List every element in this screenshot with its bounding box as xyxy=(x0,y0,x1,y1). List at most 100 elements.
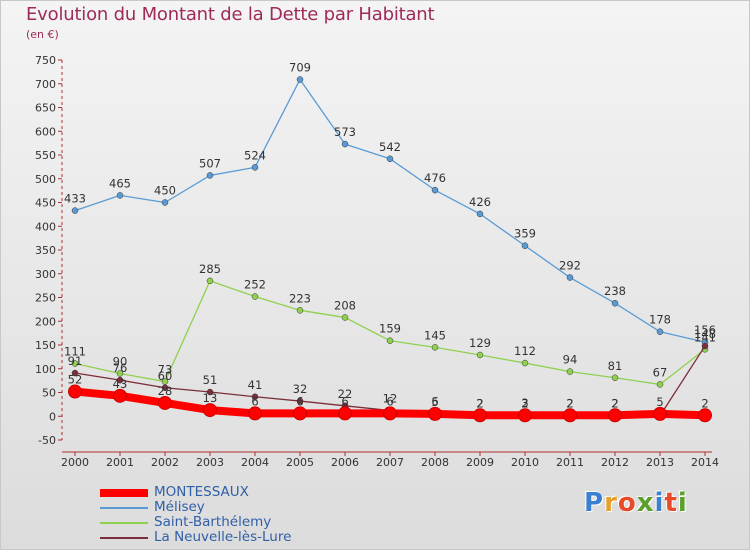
y-tick-label: 550 xyxy=(35,149,56,162)
data-label: 709 xyxy=(289,60,311,74)
series-point xyxy=(71,207,79,214)
y-tick-label: 650 xyxy=(35,102,56,115)
legend-swatch xyxy=(100,536,148,539)
data-label: 524 xyxy=(244,148,266,162)
data-label: 2 xyxy=(566,396,573,410)
x-tick-label: 2011 xyxy=(556,456,584,469)
y-tick-label: 200 xyxy=(35,315,56,328)
series-point xyxy=(611,299,619,307)
x-tick-label: 2014 xyxy=(691,456,719,469)
data-label: 94 xyxy=(563,353,578,367)
data-label: 111 xyxy=(64,345,86,359)
data-label: 145 xyxy=(424,328,446,342)
series-point xyxy=(341,314,349,321)
series-point xyxy=(338,406,352,421)
series-point xyxy=(116,370,124,377)
series-point xyxy=(71,369,79,377)
y-tick-label: 700 xyxy=(35,78,56,91)
x-tick-label: 2007 xyxy=(376,456,404,469)
series-point xyxy=(428,406,442,421)
data-label: 2 xyxy=(476,396,483,410)
data-label: 67 xyxy=(653,365,668,379)
data-label: 81 xyxy=(608,359,623,373)
x-tick-label: 2000 xyxy=(61,456,89,469)
data-label: 2 xyxy=(476,396,483,410)
data-label: 285 xyxy=(199,262,221,276)
series-point xyxy=(296,76,304,83)
series-point xyxy=(701,342,709,350)
data-label: 450 xyxy=(154,184,176,198)
data-label: 112 xyxy=(514,344,536,358)
chart-title: Evolution du Montant de la Dette par Hab… xyxy=(26,4,435,25)
series-point xyxy=(431,186,439,194)
series-point xyxy=(71,360,79,367)
series-point xyxy=(206,172,214,179)
series-point xyxy=(656,381,664,388)
data-label: 238 xyxy=(604,284,626,298)
logo-letter: o xyxy=(617,488,637,518)
legend-label: MONTESSAUX xyxy=(154,484,249,500)
legend-label: Mélisey xyxy=(154,499,205,515)
legend-swatch xyxy=(100,521,148,524)
legend-item: Saint-Barthélemy xyxy=(100,515,291,530)
data-label: 5 xyxy=(431,395,438,409)
series-point xyxy=(161,384,169,391)
logo-letter: P xyxy=(584,488,605,518)
proxiti-logo: Proxiti xyxy=(584,488,688,518)
data-label: 91 xyxy=(68,354,83,368)
series-point xyxy=(68,384,82,399)
logo-letter: x xyxy=(636,488,655,518)
logo-letter: i xyxy=(677,488,688,518)
data-label: 6 xyxy=(341,394,348,408)
series-point xyxy=(296,397,304,405)
logo-letter: t xyxy=(664,488,678,518)
series-point xyxy=(386,337,394,344)
data-label: 141 xyxy=(694,330,716,344)
series-point xyxy=(116,376,124,384)
y-tick-label: 100 xyxy=(35,363,56,376)
series-point xyxy=(158,395,172,410)
x-tick-label: 2010 xyxy=(511,456,539,469)
y-tick-label: 450 xyxy=(35,197,56,210)
x-tick-label: 2009 xyxy=(466,456,494,469)
series-point xyxy=(698,408,712,423)
data-label: 433 xyxy=(64,192,86,206)
series-point xyxy=(251,293,259,300)
series-point xyxy=(608,408,622,423)
y-tick-label: -50 xyxy=(38,434,56,447)
data-label: 252 xyxy=(244,278,266,292)
data-label: 3 xyxy=(521,396,528,410)
series-point xyxy=(521,359,529,367)
data-label: 208 xyxy=(334,298,356,312)
legend-label: La Neuvelle-lès-Lure xyxy=(154,529,292,545)
data-label: 28 xyxy=(158,384,173,398)
x-tick-label: 2013 xyxy=(646,456,674,469)
data-label: 6 xyxy=(296,394,303,408)
data-label: 51 xyxy=(203,373,218,387)
data-label: 426 xyxy=(469,195,491,209)
series-point xyxy=(383,406,397,421)
legend-item: La Neuvelle-lès-Lure xyxy=(100,530,291,545)
data-label: 52 xyxy=(68,373,83,387)
data-label: 32 xyxy=(293,382,308,396)
data-label: 73 xyxy=(158,363,173,377)
data-label: 5 xyxy=(656,395,663,409)
series-point xyxy=(293,406,307,421)
data-label: 13 xyxy=(203,391,218,405)
data-label: 2 xyxy=(521,396,528,410)
series-point xyxy=(473,408,487,423)
y-tick-label: 50 xyxy=(42,387,56,400)
legend-item: Mélisey xyxy=(100,500,291,515)
x-tick-label: 2012 xyxy=(601,456,629,469)
data-label: 60 xyxy=(158,369,173,383)
y-tick-label: 750 xyxy=(35,54,56,67)
x-tick-label: 2002 xyxy=(151,456,179,469)
data-label: 542 xyxy=(379,140,401,154)
x-tick-label: 2001 xyxy=(106,456,134,469)
data-label: 2 xyxy=(611,396,618,410)
data-label: 159 xyxy=(379,322,401,336)
data-label: 41 xyxy=(248,378,263,392)
data-label: 43 xyxy=(113,377,128,391)
data-label: 292 xyxy=(559,259,581,273)
